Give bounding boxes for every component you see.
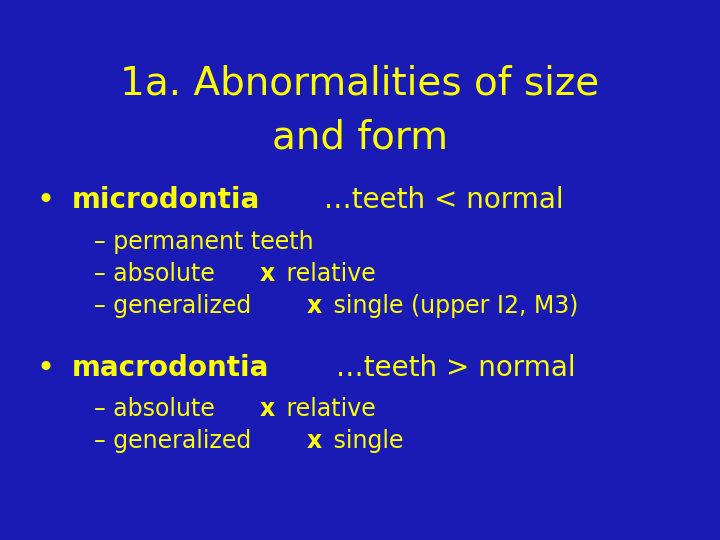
Text: x: x bbox=[259, 262, 274, 286]
Text: and form: and form bbox=[272, 119, 448, 157]
Text: – permanent teeth: – permanent teeth bbox=[94, 230, 313, 253]
Text: – generalized: – generalized bbox=[94, 429, 258, 453]
Text: macrodontia: macrodontia bbox=[72, 354, 269, 382]
Text: …teeth > normal: …teeth > normal bbox=[327, 354, 575, 382]
Text: – generalized: – generalized bbox=[94, 294, 258, 318]
Text: single (upper I2, M3): single (upper I2, M3) bbox=[326, 294, 578, 318]
Text: x: x bbox=[259, 397, 274, 421]
Text: 1a. Abnormalities of size: 1a. Abnormalities of size bbox=[120, 65, 600, 103]
Text: …teeth < normal: …teeth < normal bbox=[315, 186, 564, 214]
Text: •: • bbox=[36, 354, 54, 383]
Text: microdontia: microdontia bbox=[72, 186, 260, 214]
Text: – absolute: – absolute bbox=[94, 262, 222, 286]
Text: relative: relative bbox=[279, 397, 376, 421]
Text: x: x bbox=[306, 294, 321, 318]
Text: – absolute: – absolute bbox=[94, 397, 222, 421]
Text: x: x bbox=[306, 429, 321, 453]
Text: •: • bbox=[36, 186, 54, 215]
Text: relative: relative bbox=[279, 262, 376, 286]
Text: single: single bbox=[326, 429, 403, 453]
